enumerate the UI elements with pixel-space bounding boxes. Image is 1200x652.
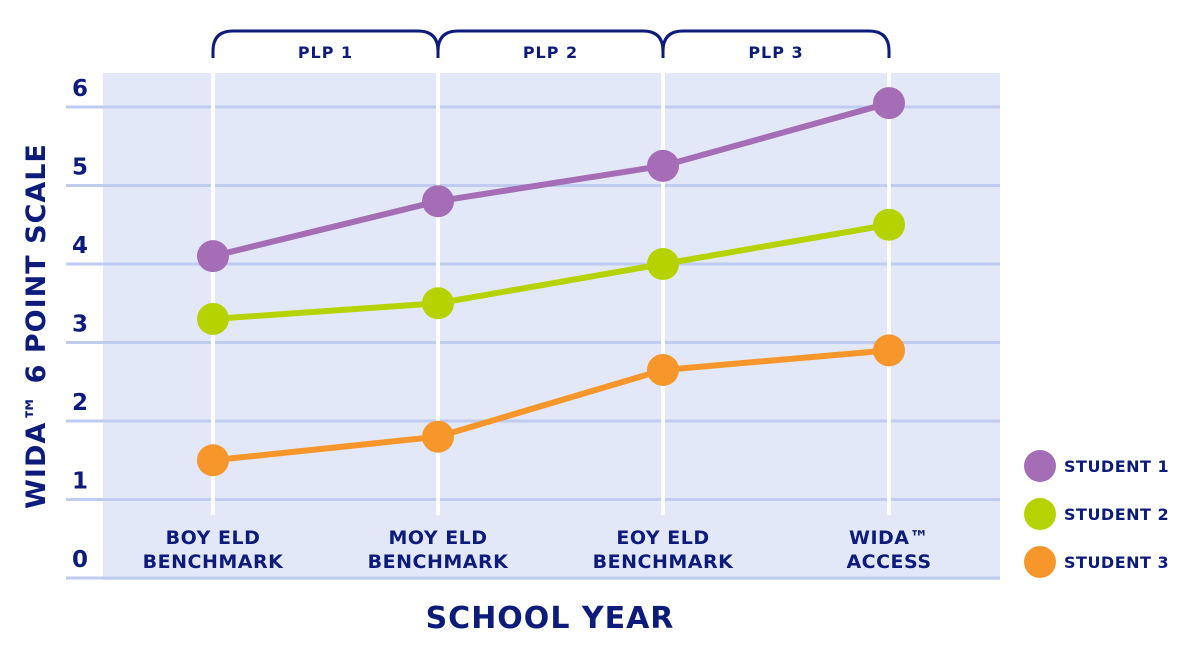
data-point-student-1 <box>647 149 679 182</box>
y-tick-label: 2 <box>72 390 88 416</box>
x-category-label: BENCHMARK <box>143 551 284 573</box>
data-point-student-2 <box>197 302 229 335</box>
y-axis-ticks: 0 1 2 3 4 5 6 <box>72 76 88 573</box>
series-line-student-1 <box>210 100 892 260</box>
x-category-label: ACCESS <box>846 551 931 573</box>
plp-bracket <box>436 29 665 58</box>
data-point-student-3 <box>647 353 679 386</box>
x-category-label: WIDA™ <box>849 527 929 549</box>
y-tick-label: 6 <box>72 76 88 102</box>
x-category-label: EOY ELD <box>616 527 709 549</box>
data-point-student-3 <box>873 334 905 367</box>
plot-area <box>103 73 1000 580</box>
x-category-label: MOY ELD <box>388 527 487 549</box>
plp-bracket-label: PLP 1 <box>298 43 353 62</box>
series-line-student-2 <box>210 221 892 322</box>
data-point-student-1 <box>197 240 229 273</box>
data-point-student-2 <box>422 287 454 320</box>
x-axis-title: SCHOOL YEAR <box>426 601 675 636</box>
x-category-label: BENCHMARK <box>593 551 734 573</box>
legend-swatch-student-2 <box>1024 498 1056 530</box>
legend: STUDENT 1 STUDENT 2 STUDENT 3 <box>1024 450 1169 578</box>
data-point-student-2 <box>647 248 679 280</box>
series-line-student-3 <box>210 347 892 464</box>
plp-bracket-label: PLP 3 <box>748 43 803 62</box>
data-point-student-3 <box>197 444 229 477</box>
y-tick-label: 4 <box>72 233 88 259</box>
data-point-student-1 <box>422 185 454 218</box>
x-category-label: BOY ELD <box>166 527 261 549</box>
legend-swatch-student-1 <box>1024 450 1056 482</box>
legend-label-student-1: STUDENT 1 <box>1064 457 1169 476</box>
legend-swatch-student-3 <box>1024 546 1056 578</box>
plp-brackets: PLP 1 PLP 2 PLP 3 <box>211 29 891 62</box>
data-point-student-1 <box>873 87 905 120</box>
y-axis-title: WIDA™ 6 POINT SCALE <box>21 143 52 509</box>
y-tick-label: 5 <box>72 155 88 181</box>
plp-bracket <box>211 29 440 58</box>
legend-label-student-2: STUDENT 2 <box>1064 505 1169 524</box>
series-lines <box>197 87 905 477</box>
y-tick-label: 1 <box>72 469 88 495</box>
data-point-student-3 <box>422 420 454 453</box>
y-tick-label: 3 <box>72 312 88 338</box>
plp-bracket-label: PLP 2 <box>523 43 578 62</box>
legend-label-student-3: STUDENT 3 <box>1064 553 1169 572</box>
y-tick-label: 0 <box>72 547 88 573</box>
x-category-label: BENCHMARK <box>368 551 509 573</box>
plp-bracket <box>661 29 891 58</box>
data-point-student-2 <box>873 208 905 241</box>
